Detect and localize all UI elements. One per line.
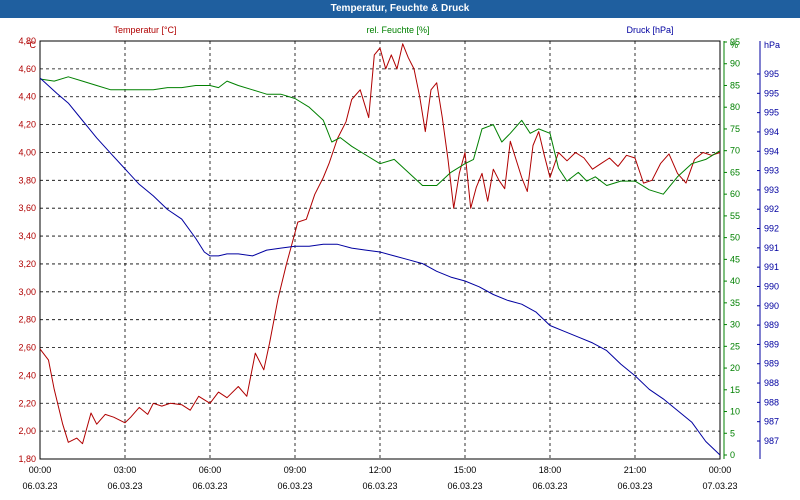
x-date-label: 07.03.23 bbox=[702, 481, 737, 491]
humidity-tick-label: 40 bbox=[730, 276, 740, 286]
pressure-tick-label: 993 bbox=[764, 166, 779, 176]
humidity-tick-label: 80 bbox=[730, 102, 740, 112]
temperature-tick-label: 1,80 bbox=[18, 454, 36, 464]
x-date-label: 06.03.23 bbox=[362, 481, 397, 491]
x-date-label: 06.03.23 bbox=[277, 481, 312, 491]
temperature-tick-label: 2,40 bbox=[18, 370, 36, 380]
pressure-tick-label: 993 bbox=[764, 185, 779, 195]
x-time-label: 12:00 bbox=[369, 465, 392, 475]
temperature-tick-label: 4,80 bbox=[18, 36, 36, 46]
pressure-tick-label: 987 bbox=[764, 417, 779, 427]
pressure-tick-label: 989 bbox=[764, 359, 779, 369]
pressure-unit: hPa bbox=[764, 40, 780, 50]
humidity-series-line bbox=[39, 76, 721, 195]
pressure-series-line bbox=[39, 77, 721, 456]
temperature-unit: °C bbox=[26, 40, 37, 50]
temperature-tick-label: 4,60 bbox=[18, 64, 36, 74]
humidity-tick-label: 5 bbox=[730, 428, 735, 438]
humidity-tick-label: 75 bbox=[730, 124, 740, 134]
temperature-tick-label: 4,20 bbox=[18, 120, 36, 130]
humidity-tick-label: 90 bbox=[730, 59, 740, 69]
humidity-tick-label: 50 bbox=[730, 233, 740, 243]
temperature-tick-label: 4,40 bbox=[18, 92, 36, 102]
pressure-tick-label: 989 bbox=[764, 320, 779, 330]
chart-axes bbox=[723, 41, 761, 459]
humidity-tick-label: 30 bbox=[730, 320, 740, 330]
temperature-tick-label: 2,00 bbox=[18, 426, 36, 436]
pressure-tick-label: 995 bbox=[764, 108, 779, 118]
temperature-series-line bbox=[39, 43, 721, 445]
humidity-tick-label: 0 bbox=[730, 450, 735, 460]
x-date-label: 06.03.23 bbox=[192, 481, 227, 491]
window-title: Temperatur, Feuchte & Druck bbox=[0, 0, 800, 18]
x-time-label: 00:00 bbox=[709, 465, 732, 475]
pressure-tick-label: 992 bbox=[764, 204, 779, 214]
x-date-label: 06.03.23 bbox=[532, 481, 567, 491]
pressure-tick-label: 987 bbox=[764, 436, 779, 446]
pressure-tick-label: 992 bbox=[764, 224, 779, 234]
temperature-tick-label: 3,20 bbox=[18, 259, 36, 269]
x-date-label: 06.03.23 bbox=[107, 481, 142, 491]
chart: 1,80 2,00 2,20 2,40 2,60 2,80 3,00 3,20 3,40 3,60… bbox=[18, 25, 780, 491]
chart-labels: 1,80 2,00 2,20 2,40 2,60 2,80 3,00 3,20 3,40 3,60… bbox=[18, 25, 780, 491]
humidity-tick-label: 70 bbox=[730, 146, 740, 156]
humidity-tick-label: 25 bbox=[730, 341, 740, 351]
pressure-tick-label: 989 bbox=[764, 339, 779, 349]
temperature-tick-label: 3,80 bbox=[18, 175, 36, 185]
humidity-tick-label: 55 bbox=[730, 211, 740, 221]
temperature-tick-label: 3,00 bbox=[18, 287, 36, 297]
temperature-tick-label: 3,60 bbox=[18, 203, 36, 213]
x-time-label: 18:00 bbox=[539, 465, 562, 475]
humidity-tick-label: 45 bbox=[730, 254, 740, 264]
pressure-tick-label: 994 bbox=[764, 127, 779, 137]
humidity-tick-label: 65 bbox=[730, 167, 740, 177]
pressure-tick-label: 988 bbox=[764, 397, 779, 407]
x-time-label: 21:00 bbox=[624, 465, 647, 475]
humidity-tick-label: 10 bbox=[730, 407, 740, 417]
humidity-tick-label: 85 bbox=[730, 80, 740, 90]
pressure-tick-label: 991 bbox=[764, 243, 779, 253]
temperature-tick-label: 3,40 bbox=[18, 231, 36, 241]
x-date-label: 06.03.23 bbox=[22, 481, 57, 491]
pressure-tick-label: 994 bbox=[764, 146, 779, 156]
humidity-unit: % bbox=[730, 40, 738, 50]
temperature-tick-label: 4,00 bbox=[18, 147, 36, 157]
x-date-label: 06.03.23 bbox=[617, 481, 652, 491]
pressure-tick-label: 995 bbox=[764, 69, 779, 79]
x-time-label: 03:00 bbox=[114, 465, 137, 475]
x-time-label: 09:00 bbox=[284, 465, 307, 475]
pressure-tick-label: 988 bbox=[764, 378, 779, 388]
humidity-tick-label: 95 bbox=[730, 37, 740, 47]
humidity-tick-label: 15 bbox=[730, 385, 740, 395]
pressure-tick-label: 995 bbox=[764, 88, 779, 98]
chart-series bbox=[39, 43, 721, 456]
humidity-axis-title: rel. Feuchte [%] bbox=[366, 25, 429, 35]
pressure-tick-label: 991 bbox=[764, 262, 779, 272]
temperature-axis-title: Temperatur [°C] bbox=[113, 25, 176, 35]
humidity-tick-label: 20 bbox=[730, 363, 740, 373]
pressure-tick-label: 990 bbox=[764, 281, 779, 291]
x-time-label: 00:00 bbox=[29, 465, 52, 475]
x-time-label: 15:00 bbox=[454, 465, 477, 475]
temperature-tick-label: 2,80 bbox=[18, 315, 36, 325]
pressure-tick-label: 990 bbox=[764, 301, 779, 311]
temperature-tick-label: 2,20 bbox=[18, 398, 36, 408]
humidity-tick-label: 35 bbox=[730, 298, 740, 308]
pressure-axis-title: Druck [hPa] bbox=[626, 25, 673, 35]
humidity-tick-label: 60 bbox=[730, 189, 740, 199]
x-time-label: 06:00 bbox=[199, 465, 222, 475]
temperature-tick-label: 2,60 bbox=[18, 343, 36, 353]
x-date-label: 06.03.23 bbox=[447, 481, 482, 491]
chart-grid bbox=[39, 40, 721, 460]
